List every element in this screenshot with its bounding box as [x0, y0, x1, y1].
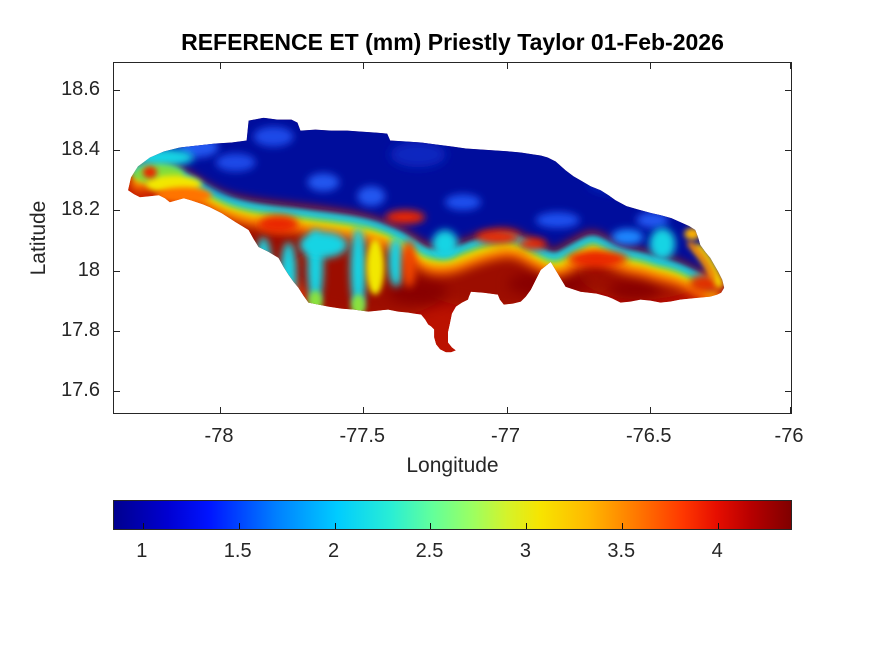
chart-title: REFERENCE ET (mm) Priestly Taylor 01-Feb…: [181, 29, 724, 55]
colorbar-tick-mark: [622, 523, 624, 529]
et-zone: [258, 215, 299, 234]
x-tick-mark: [506, 63, 508, 69]
y-tick-mark: [114, 210, 120, 212]
colorbar-tick-mark: [142, 523, 144, 529]
colorbar-tick-mark: [430, 523, 432, 529]
et-zone: [608, 279, 661, 300]
x-tick-label: -78: [204, 425, 234, 447]
et-zone: [253, 126, 294, 147]
et-zone: [611, 229, 644, 245]
x-tick-mark: [649, 407, 651, 413]
colorbar: [113, 500, 792, 530]
et-zone: [432, 230, 458, 258]
x-tick-label: -77: [491, 425, 520, 447]
et-zone: [299, 232, 348, 258]
colorbar-tick-label: 1: [136, 540, 148, 562]
colorbar-tick-label: 3: [519, 540, 531, 562]
et-zone: [155, 187, 212, 204]
et-zone: [636, 212, 669, 229]
et-zone: [388, 278, 449, 305]
x-tick-label: -76.5: [625, 425, 672, 447]
y-tick-label: 18.6: [61, 78, 100, 101]
colorbar-tick-label: 2: [328, 540, 340, 562]
et-zone: [684, 228, 701, 240]
y-tick-mark: [785, 90, 791, 92]
et-zone: [133, 169, 717, 297]
et-zone: [390, 141, 447, 168]
colorbar-tick-label: 3.5: [607, 540, 636, 562]
et-zone: [687, 240, 716, 279]
colorbar-tick-mark: [718, 523, 720, 529]
plot-area: [113, 62, 792, 414]
y-tick-label: 17.8: [61, 318, 100, 341]
x-tick-label: -77.5: [339, 425, 386, 447]
et-zone: [475, 230, 520, 244]
et-zone: [507, 270, 588, 297]
y-tick-label: 18.2: [61, 198, 100, 221]
y-tick-label: 18.4: [61, 138, 100, 161]
colorbar-tick-label: 4: [711, 540, 723, 562]
y-tick-label: 18: [77, 258, 100, 281]
et-zone: [388, 237, 405, 287]
y-tick-label: 17.6: [61, 378, 100, 401]
et-zone: [281, 289, 296, 310]
et-zone: [130, 172, 720, 306]
et-zone: [142, 166, 157, 179]
et-zone: [649, 228, 676, 260]
x-tick-mark: [220, 63, 221, 69]
et-zone: [518, 238, 547, 250]
et-zone: [445, 194, 481, 211]
y-tick-mark: [114, 270, 120, 272]
et-zone: [256, 283, 271, 304]
et-zone: [402, 239, 417, 288]
x-tick-mark: [363, 407, 365, 413]
et-zone: [587, 171, 648, 194]
y-tick-mark: [785, 210, 791, 212]
et-zone: [535, 212, 580, 229]
et-zone: [133, 148, 194, 167]
colorbar-tick-mark: [334, 523, 336, 529]
et-zone: [308, 290, 323, 313]
jamaica-map-svg: [127, 117, 725, 353]
colorbar-tick-mark: [526, 523, 528, 529]
y-tick-mark: [114, 90, 120, 92]
colorbar-tick-label: 1.5: [223, 540, 252, 562]
x-tick-label: -76: [774, 425, 804, 447]
y-tick-mark: [785, 150, 791, 152]
et-zone: [280, 241, 297, 306]
et-zone: [357, 186, 386, 207]
y-tick-mark: [114, 150, 120, 152]
et-zone: [366, 238, 385, 295]
x-tick-mark: [790, 63, 791, 69]
et-zone: [350, 227, 367, 311]
et-zone: [215, 153, 256, 172]
y-tick-mark: [114, 390, 120, 392]
et-zone: [694, 243, 724, 288]
et-zone: [255, 237, 272, 297]
y-tick-mark: [785, 330, 791, 332]
et-zone: [127, 117, 725, 294]
x-tick-mark: [220, 407, 221, 413]
y-tick-mark: [785, 390, 791, 392]
y-tick-mark: [785, 270, 791, 272]
x-axis-label: Longitude: [406, 454, 499, 477]
x-tick-mark: [790, 407, 791, 413]
et-zone: [351, 294, 366, 317]
x-tick-mark: [506, 407, 508, 413]
x-tick-mark: [649, 63, 651, 69]
et-zone: [385, 210, 426, 225]
colorbar-tick-mark: [238, 523, 240, 529]
et-zone: [567, 250, 628, 267]
colorbar-tick-label: 2.5: [415, 540, 444, 562]
y-tick-mark: [114, 330, 120, 332]
et-zone: [307, 173, 340, 192]
x-tick-mark: [363, 63, 365, 69]
